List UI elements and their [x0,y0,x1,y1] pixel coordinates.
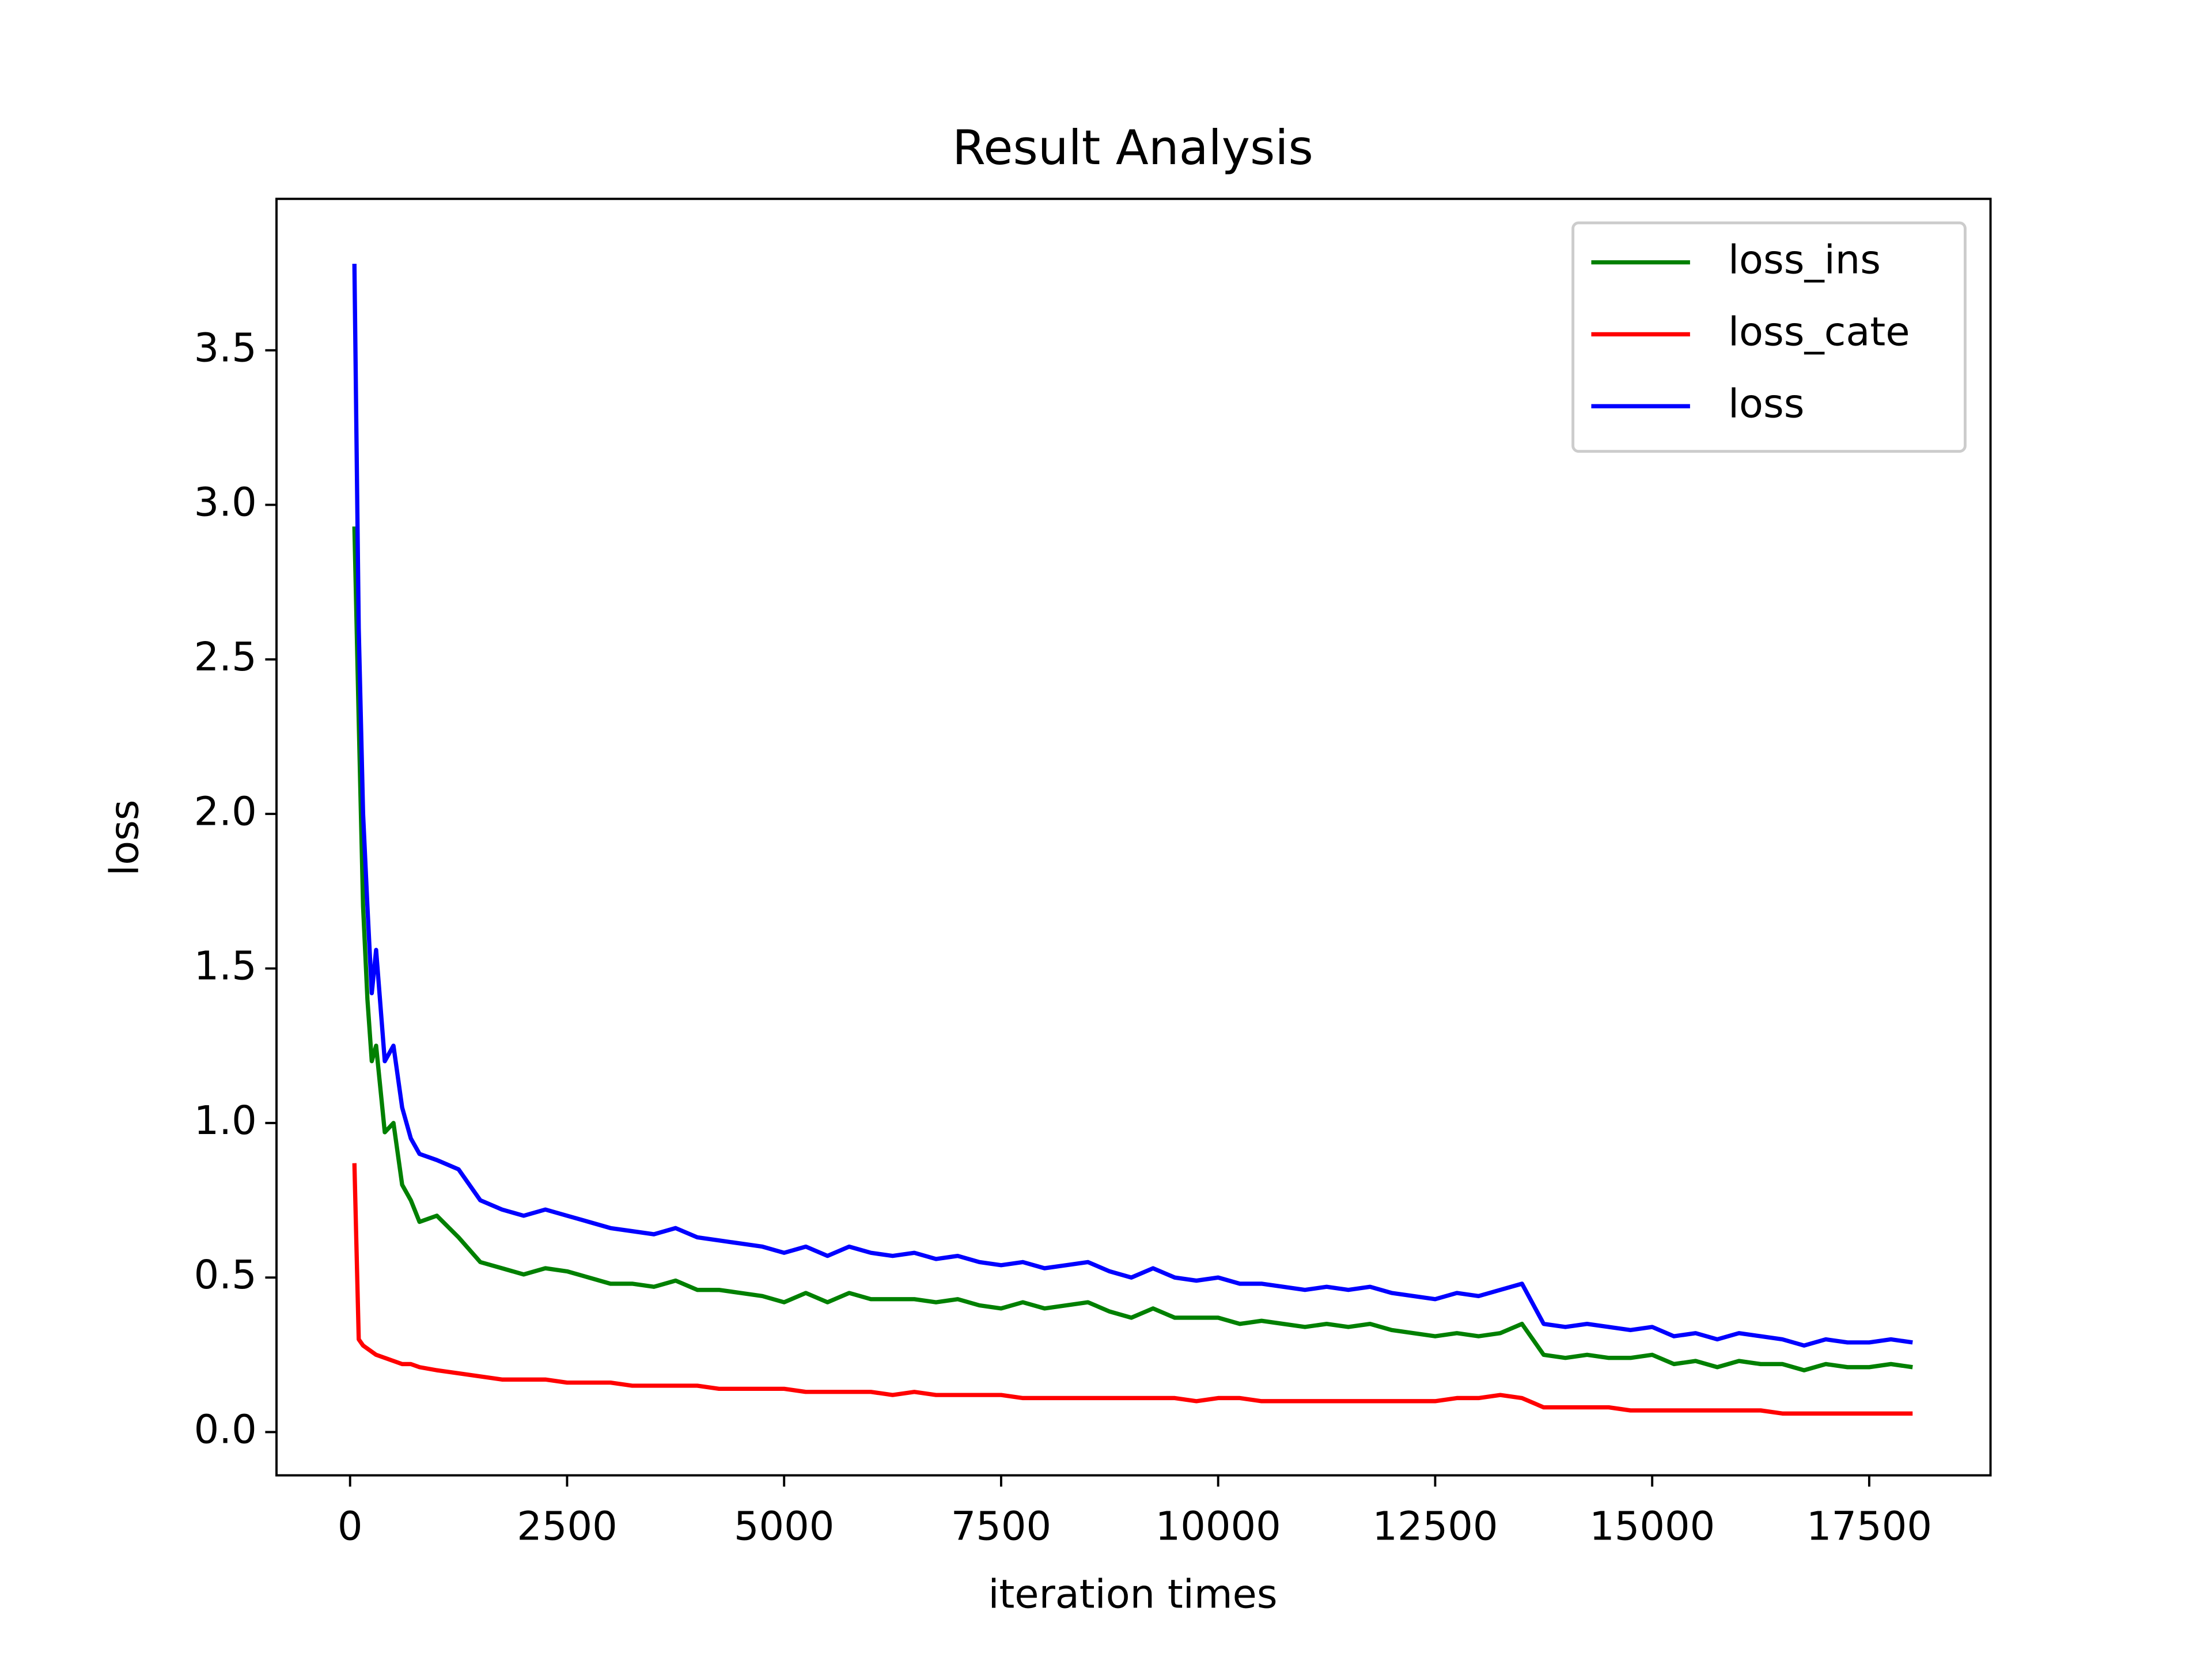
legend-label: loss_ins [1728,237,1881,283]
chart-title: Result Analysis [952,120,1313,176]
series-line [352,263,1913,1348]
legend-box [1571,221,1967,453]
x-axis-label: iteration times [988,1571,1277,1617]
x-tick-label: 2500 [517,1504,618,1550]
y-tick-label: 2.5 [194,634,257,680]
legend-label: loss_cate [1728,309,1910,355]
y-tick-label: 0.5 [194,1252,257,1298]
x-tick-label: 5000 [734,1504,835,1550]
y-tick-label: 3.0 [194,480,257,526]
series-line [352,1163,1913,1416]
y-tick-label: 3.5 [194,325,257,371]
y-axis-label: loss [101,799,147,875]
y-tick-label: 1.0 [194,1098,257,1144]
x-tick-label: 15000 [1589,1504,1715,1550]
legend-label: loss [1728,381,1804,427]
y-tick-label: 0.0 [194,1407,257,1453]
x-tick-label: 12500 [1372,1504,1498,1550]
plot-frame [275,198,1992,1477]
y-tick-label: 1.5 [194,943,257,989]
x-tick-label: 10000 [1156,1504,1281,1550]
series-line [352,526,1913,1372]
y-tick-label: 2.0 [194,788,257,835]
x-tick-label: 17500 [1806,1504,1932,1550]
x-tick-label: 7500 [951,1504,1052,1550]
x-tick-label: 0 [338,1504,363,1550]
